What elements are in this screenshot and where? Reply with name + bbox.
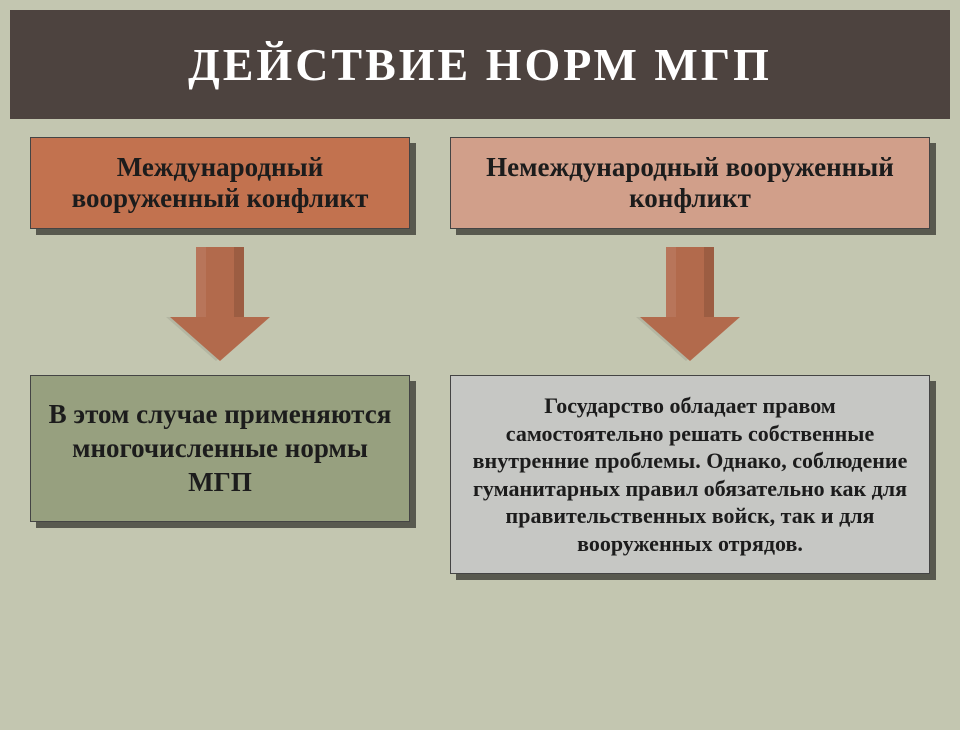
left-column: Международный вооруженный конфликт В это… bbox=[30, 137, 410, 574]
arrow-shaft-icon bbox=[666, 247, 714, 317]
left-arrow bbox=[170, 247, 270, 361]
slide-title: ДЕЙСТВИЕ НОРМ МГП bbox=[188, 39, 772, 90]
left-bottom-box: В этом случае применяются многочисленные… bbox=[30, 375, 410, 522]
left-bottom-text: В этом случае применяются многочисленные… bbox=[49, 399, 392, 497]
left-top-box: Международный вооруженный конфликт bbox=[30, 137, 410, 229]
left-top-text: Международный вооруженный конфликт bbox=[72, 152, 369, 213]
slide-title-bar: ДЕЙСТВИЕ НОРМ МГП bbox=[10, 10, 950, 119]
right-top-box: Немеждународный вооруженный конфликт bbox=[450, 137, 930, 229]
diagram-columns: Международный вооруженный конфликт В это… bbox=[0, 137, 960, 574]
right-top-text: Немеждународный вооруженный конфликт bbox=[486, 152, 894, 213]
right-bottom-box: Государство обладает правом самостоятель… bbox=[450, 375, 930, 574]
right-bottom-text: Государство обладает правом самостоятель… bbox=[473, 393, 908, 556]
arrow-down-icon bbox=[640, 317, 740, 361]
arrow-down-icon bbox=[170, 317, 270, 361]
right-arrow bbox=[640, 247, 740, 361]
right-column: Немеждународный вооруженный конфликт Гос… bbox=[450, 137, 930, 574]
arrow-shaft-icon bbox=[196, 247, 244, 317]
